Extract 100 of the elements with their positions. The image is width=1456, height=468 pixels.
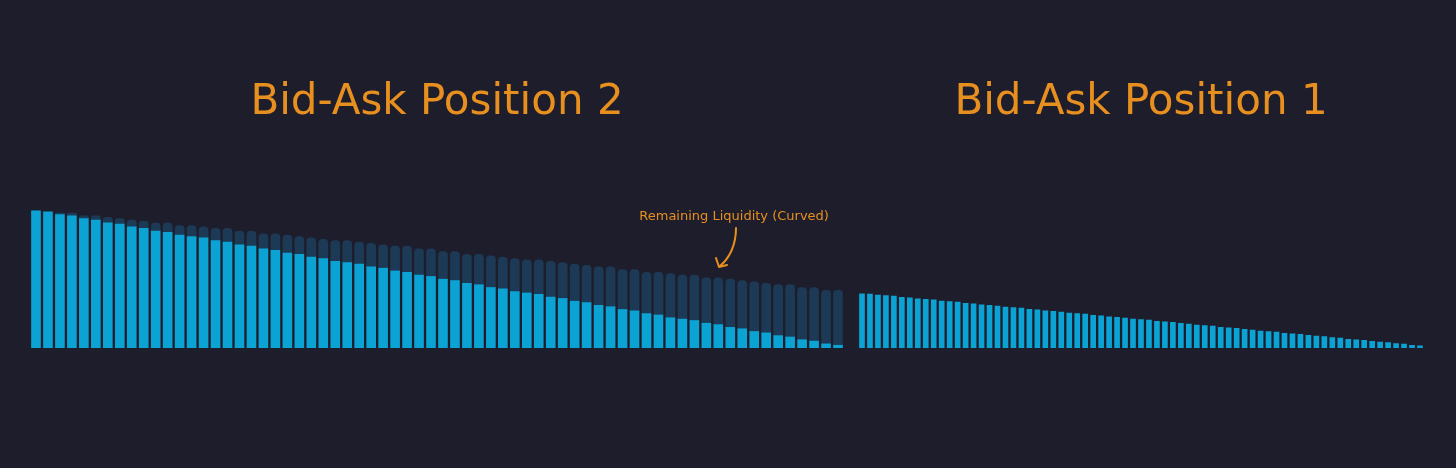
bar [665, 273, 676, 319]
bar [761, 332, 772, 348]
bar [914, 298, 921, 348]
bar [486, 255, 496, 288]
bar [689, 320, 700, 348]
bar [749, 281, 760, 332]
bar [833, 344, 843, 348]
bar [906, 297, 913, 348]
bar [593, 305, 604, 348]
bar [102, 222, 113, 348]
bar [533, 294, 544, 348]
chart-title: Bid-Ask Position 1 [954, 75, 1328, 125]
bar [498, 288, 508, 348]
bar [533, 259, 544, 295]
bar [773, 335, 783, 348]
bar [521, 292, 532, 348]
bar [1321, 336, 1328, 348]
bar [330, 260, 341, 348]
bar [509, 258, 520, 292]
bar [593, 266, 604, 306]
bar [1170, 322, 1176, 348]
bar [1090, 314, 1096, 348]
bar [330, 240, 341, 262]
bar [617, 269, 628, 310]
bar [354, 241, 365, 265]
bar [1066, 312, 1073, 348]
bar [725, 327, 736, 348]
bar [1369, 341, 1376, 348]
bar [1409, 344, 1415, 348]
bar [749, 331, 760, 348]
bar [701, 322, 712, 348]
chart-title: Bid-Ask Position 2 [250, 75, 624, 125]
bar [354, 263, 365, 348]
bar [761, 283, 772, 334]
bar [294, 254, 305, 348]
bar [605, 306, 616, 348]
bar [282, 234, 293, 254]
bar [930, 299, 937, 348]
bar [210, 240, 221, 348]
bar [569, 263, 580, 302]
bar [677, 318, 688, 348]
bar [31, 210, 41, 348]
bar [1186, 323, 1192, 348]
bar [1138, 319, 1144, 348]
bar [318, 238, 329, 259]
bar [270, 249, 281, 348]
bar [1225, 327, 1232, 348]
bar [946, 301, 953, 348]
bar [1146, 319, 1152, 348]
bar [922, 299, 929, 348]
bar [1385, 342, 1391, 348]
bar [1082, 313, 1089, 348]
bar [809, 340, 819, 348]
bar [390, 245, 400, 272]
bar [1193, 324, 1200, 348]
bar [246, 230, 257, 247]
bar [713, 277, 724, 325]
bar [1098, 315, 1104, 348]
bar [414, 248, 424, 276]
bar [521, 259, 532, 294]
bar [246, 245, 257, 348]
bar [641, 313, 652, 348]
bar [785, 336, 795, 348]
bar [366, 266, 376, 348]
bar [270, 233, 281, 251]
bar [1201, 325, 1208, 348]
bar [797, 339, 807, 348]
bar [773, 284, 783, 336]
bar [390, 270, 400, 348]
bar [378, 267, 388, 348]
bar [737, 328, 748, 348]
bar [55, 214, 65, 348]
bar [569, 300, 580, 348]
bar [318, 258, 329, 348]
bar [677, 274, 688, 320]
bar [126, 226, 137, 348]
bar [162, 232, 173, 348]
bar [79, 218, 89, 348]
bar [509, 291, 520, 348]
bar [378, 244, 388, 269]
bar [114, 223, 125, 348]
bar [474, 254, 484, 286]
bar [883, 295, 889, 348]
bar [1050, 311, 1057, 348]
bar [1154, 320, 1160, 348]
bar [258, 248, 269, 348]
bar [1074, 313, 1081, 348]
bar [665, 317, 676, 348]
bar [1058, 311, 1065, 348]
bar [1130, 318, 1136, 348]
bar [1353, 339, 1360, 348]
bar [1106, 316, 1112, 348]
bar [1178, 323, 1184, 348]
bar [833, 289, 843, 346]
bar [545, 296, 556, 348]
bar [867, 293, 873, 348]
bar [701, 277, 712, 324]
bar [859, 293, 865, 348]
bar [43, 211, 53, 348]
bar [689, 274, 700, 321]
